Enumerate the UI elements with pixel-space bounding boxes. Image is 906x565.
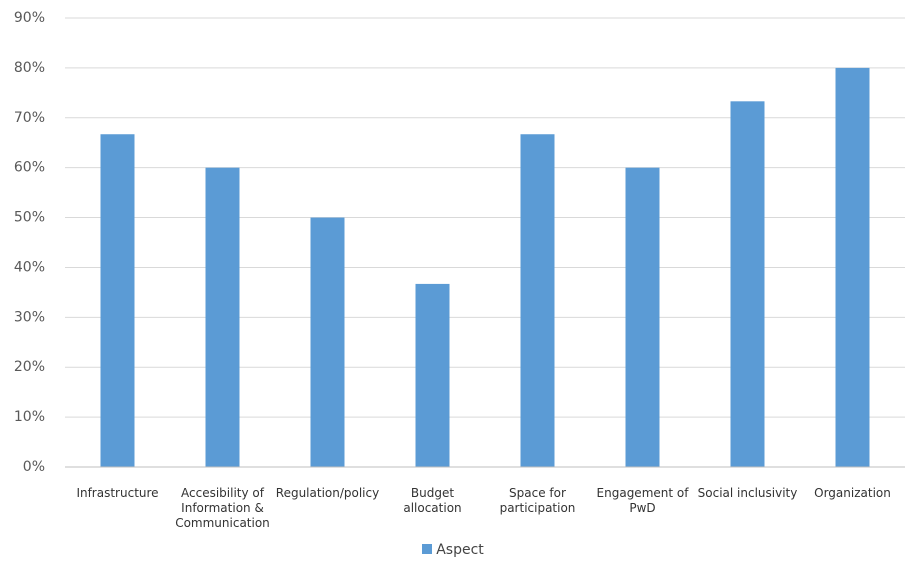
bar <box>625 167 660 467</box>
legend-swatch <box>422 544 433 554</box>
y-tick-label: 70% <box>14 110 45 126</box>
x-tick-label: Accesibility of Information & Communicat… <box>175 486 270 530</box>
x-tick-label: Engagement of PwD <box>596 486 689 515</box>
y-tick-label: 40% <box>14 259 45 275</box>
x-tick-label: Social inclusivity <box>697 486 798 500</box>
bar <box>520 134 555 468</box>
x-tick-label: Space for participation <box>499 486 576 515</box>
x-tick-label: Organization <box>814 486 891 500</box>
y-tick-label: 30% <box>14 309 45 325</box>
bar <box>835 67 870 467</box>
bar <box>205 167 240 467</box>
y-tick-label: 60% <box>14 160 45 176</box>
bar <box>730 101 765 467</box>
legend-label: Aspect <box>436 542 484 558</box>
y-tick-label: 0% <box>23 459 45 475</box>
legend: Aspect <box>0 542 906 558</box>
plot: 0% 10% 20% 30% 40% 50% 60% 70% 80% 90% <box>14 10 905 475</box>
y-tick-label: 50% <box>14 210 45 226</box>
bar <box>100 134 135 468</box>
y-tick-label: 90% <box>14 10 45 26</box>
y-tick-label: 10% <box>14 409 45 425</box>
x-tick-label: Budget allocation <box>403 486 462 515</box>
x-tick-label: Infrastructure <box>76 486 159 500</box>
bar <box>310 217 345 467</box>
x-tick-label: Regulation/policy <box>275 486 380 500</box>
y-tick-label: 20% <box>14 359 45 375</box>
bar <box>415 283 450 467</box>
y-tick-label: 80% <box>14 60 45 76</box>
